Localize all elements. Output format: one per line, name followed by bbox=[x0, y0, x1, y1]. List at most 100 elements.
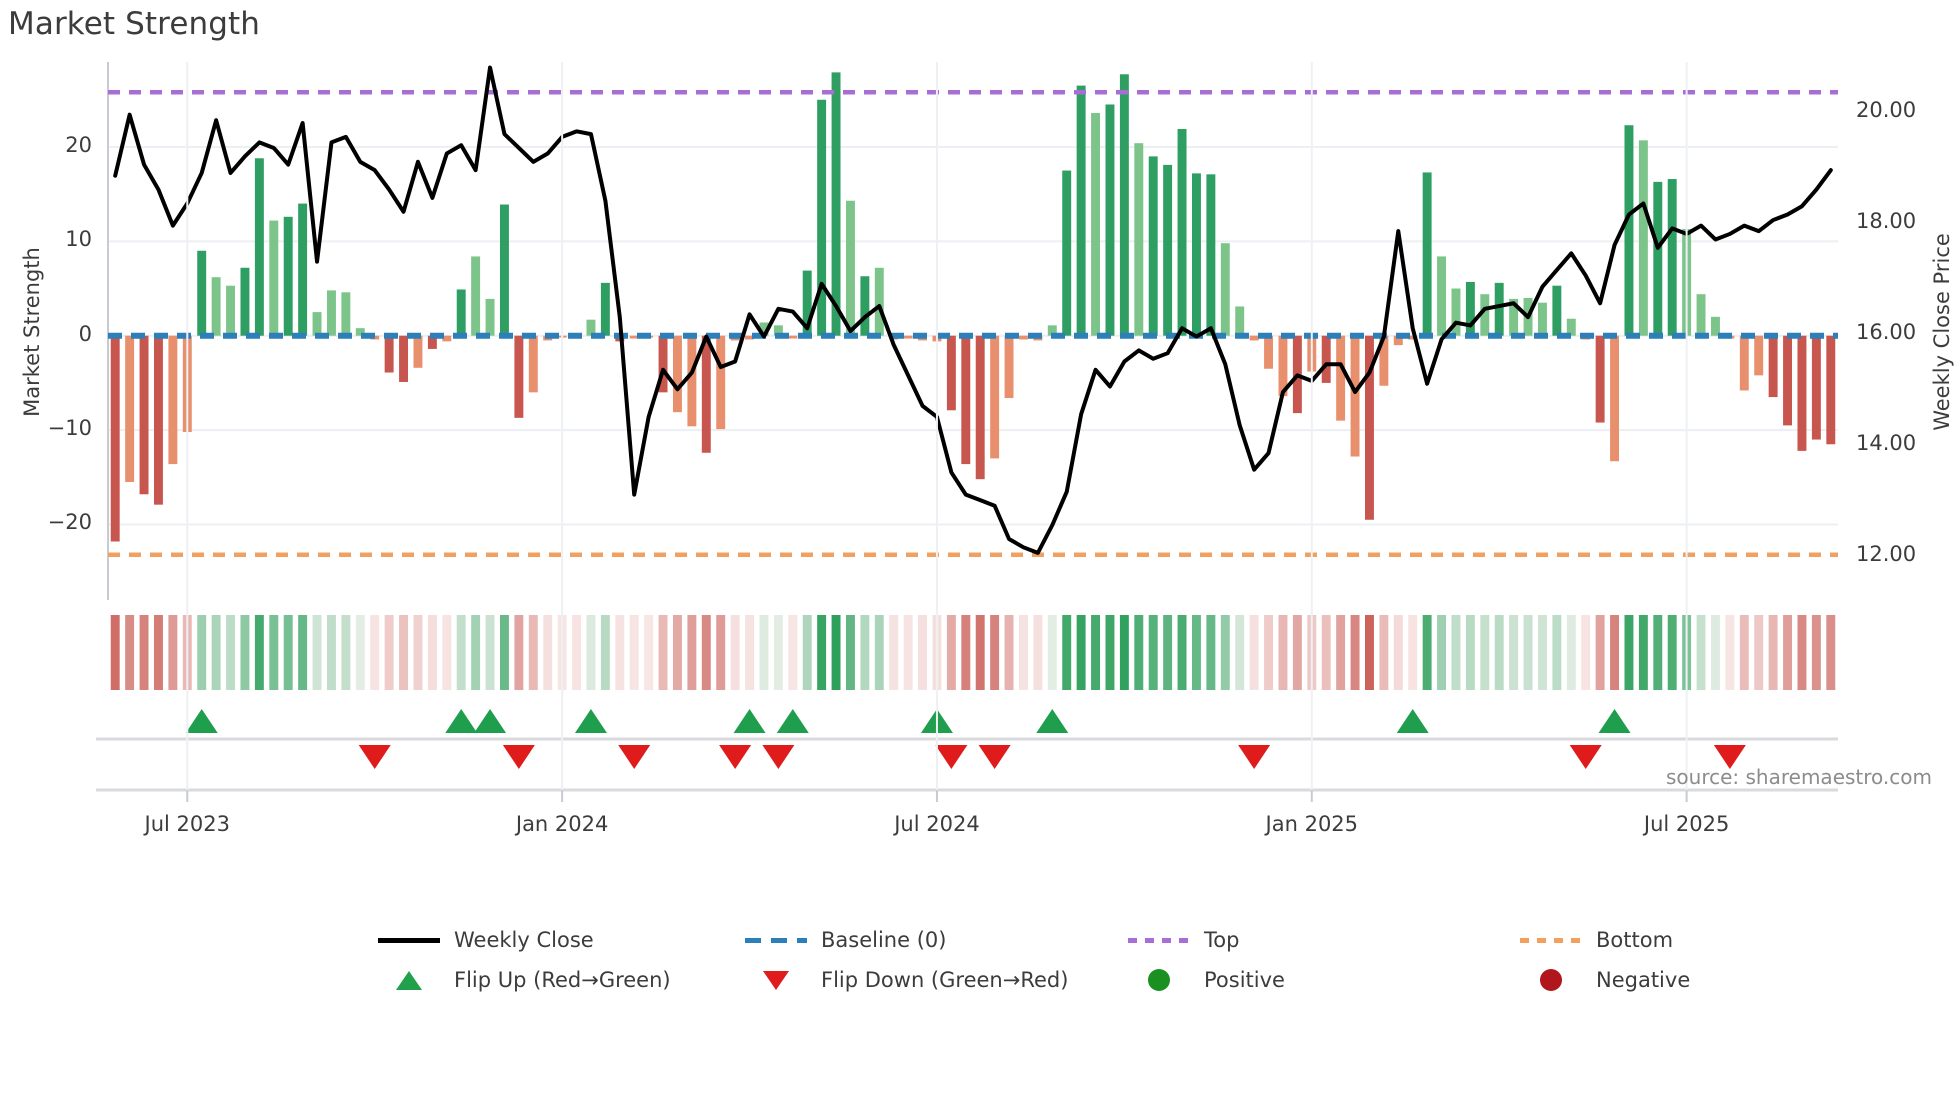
y-tick-label-right: 12.00 bbox=[1856, 541, 1917, 566]
strength-bar bbox=[586, 319, 596, 336]
legend-entry[interactable]: Negative bbox=[1520, 968, 1690, 992]
legend-item[interactable]: Flip Down (Green→Red) bbox=[745, 968, 1068, 992]
legend-label: Weekly Close bbox=[454, 928, 594, 952]
heatmap-cell bbox=[1783, 615, 1793, 690]
strength-bar bbox=[139, 335, 149, 495]
heatmap-cell bbox=[1336, 615, 1346, 690]
y-tick-label-left: −10 bbox=[47, 416, 92, 441]
heatmap-cell bbox=[197, 615, 207, 690]
strength-bar bbox=[1235, 306, 1245, 336]
strength-bar bbox=[903, 335, 913, 339]
heatmap-cell bbox=[1653, 615, 1663, 690]
strength-bar bbox=[1163, 164, 1173, 336]
heatmap-cell bbox=[1437, 615, 1447, 690]
strength-bar bbox=[341, 292, 351, 336]
legend-entry[interactable]: Flip Up (Red→Green) bbox=[378, 968, 671, 992]
legend-item[interactable]: Bottom bbox=[1520, 928, 1673, 952]
heatmap-cell bbox=[1033, 615, 1043, 690]
strength-bar bbox=[1826, 335, 1836, 445]
legend-entry[interactable]: Top bbox=[1128, 928, 1239, 952]
strength-bar bbox=[1018, 335, 1028, 340]
strength-bar bbox=[802, 270, 812, 336]
strength-bar bbox=[399, 335, 409, 382]
heatmap-cell bbox=[1422, 615, 1432, 690]
strength-bar bbox=[1783, 335, 1793, 426]
strength-bar bbox=[817, 99, 827, 336]
x-tick-label: Jul 2024 bbox=[894, 812, 980, 836]
legend-item[interactable]: Top bbox=[1128, 928, 1239, 952]
strength-bar bbox=[456, 289, 466, 336]
heatmap-cell bbox=[1018, 615, 1028, 690]
flip-up-marker bbox=[1598, 709, 1631, 733]
legend-item[interactable]: Flip Up (Red→Green) bbox=[378, 968, 671, 992]
strength-bar bbox=[716, 335, 726, 430]
heatmap-cell bbox=[1148, 615, 1158, 690]
strength-bar bbox=[788, 335, 798, 339]
flip-up-marker bbox=[776, 709, 809, 733]
strength-bar bbox=[860, 276, 870, 336]
heatmap-cell bbox=[975, 615, 985, 690]
heatmap-cell bbox=[384, 615, 394, 690]
strength-bar bbox=[773, 325, 783, 336]
heatmap-cell bbox=[1595, 615, 1605, 690]
heatmap-cell bbox=[946, 615, 956, 690]
legend-entry[interactable]: Positive bbox=[1128, 968, 1285, 992]
flip-down-marker bbox=[1713, 745, 1746, 769]
heatmap-cell bbox=[874, 615, 884, 690]
strength-bar bbox=[1076, 85, 1086, 336]
heatmap-cell bbox=[1047, 615, 1057, 690]
y-tick-label-left: 0 bbox=[78, 321, 92, 346]
legend-item[interactable]: Weekly Close bbox=[378, 928, 594, 952]
legend-entry[interactable]: Bottom bbox=[1520, 928, 1673, 952]
strength-bar bbox=[845, 200, 855, 336]
heatmap-cell bbox=[889, 615, 899, 690]
strength-bar bbox=[990, 335, 1000, 459]
legend-entry[interactable]: Baseline (0) bbox=[745, 928, 946, 952]
heatmap-cell bbox=[615, 615, 625, 690]
heatmap-cell bbox=[226, 615, 236, 690]
y-tick-label-left: 20 bbox=[65, 132, 92, 157]
heatmap-cell bbox=[1350, 615, 1360, 690]
heatmap-cell bbox=[1321, 615, 1331, 690]
strength-bar bbox=[153, 335, 163, 505]
strength-bar bbox=[1509, 298, 1519, 336]
strength-bar bbox=[701, 335, 711, 453]
heatmap-cell bbox=[1235, 615, 1245, 690]
heatmap-cell bbox=[1480, 615, 1490, 690]
heatmap-cell bbox=[1134, 615, 1144, 690]
flip-up-marker bbox=[474, 709, 507, 733]
flip-up-marker bbox=[1396, 709, 1429, 733]
heatmap-cell bbox=[658, 615, 668, 690]
strength-bar bbox=[1336, 335, 1346, 421]
heatmap-cell bbox=[1062, 615, 1072, 690]
strength-bar bbox=[197, 250, 207, 336]
legend-item[interactable]: Negative bbox=[1520, 968, 1690, 992]
legend-label: Top bbox=[1204, 928, 1240, 952]
heatmap-cell bbox=[644, 615, 654, 690]
y-tick-label-right: 18.00 bbox=[1856, 208, 1917, 233]
heatmap-cell bbox=[788, 615, 798, 690]
strength-bar bbox=[745, 335, 755, 340]
legend-entry[interactable]: Flip Down (Green→Red) bbox=[745, 968, 1068, 992]
heatmap-cell bbox=[716, 615, 726, 690]
heatmap-cell bbox=[1163, 615, 1173, 690]
legend-entry[interactable]: Weekly Close bbox=[378, 928, 594, 952]
heatmap-cell bbox=[528, 615, 538, 690]
heatmap-cell bbox=[773, 615, 783, 690]
solid-line-icon bbox=[378, 929, 440, 951]
legend-item[interactable]: Baseline (0) bbox=[745, 928, 946, 952]
heatmap-cell bbox=[745, 615, 755, 690]
legend-item[interactable]: Positive bbox=[1128, 968, 1285, 992]
legend-label: Flip Up (Red→Green) bbox=[454, 968, 671, 992]
page-title: Market Strength bbox=[8, 6, 261, 42]
legend-label: Positive bbox=[1204, 968, 1285, 992]
heatmap-cell bbox=[168, 615, 178, 690]
circle-icon bbox=[1520, 969, 1582, 991]
strength-bar bbox=[1624, 125, 1634, 336]
strength-bar bbox=[1379, 335, 1389, 386]
heatmap-cell bbox=[1220, 615, 1230, 690]
heatmap-cell bbox=[139, 615, 149, 690]
strength-bar bbox=[442, 335, 452, 342]
strength-bar bbox=[1004, 335, 1014, 399]
